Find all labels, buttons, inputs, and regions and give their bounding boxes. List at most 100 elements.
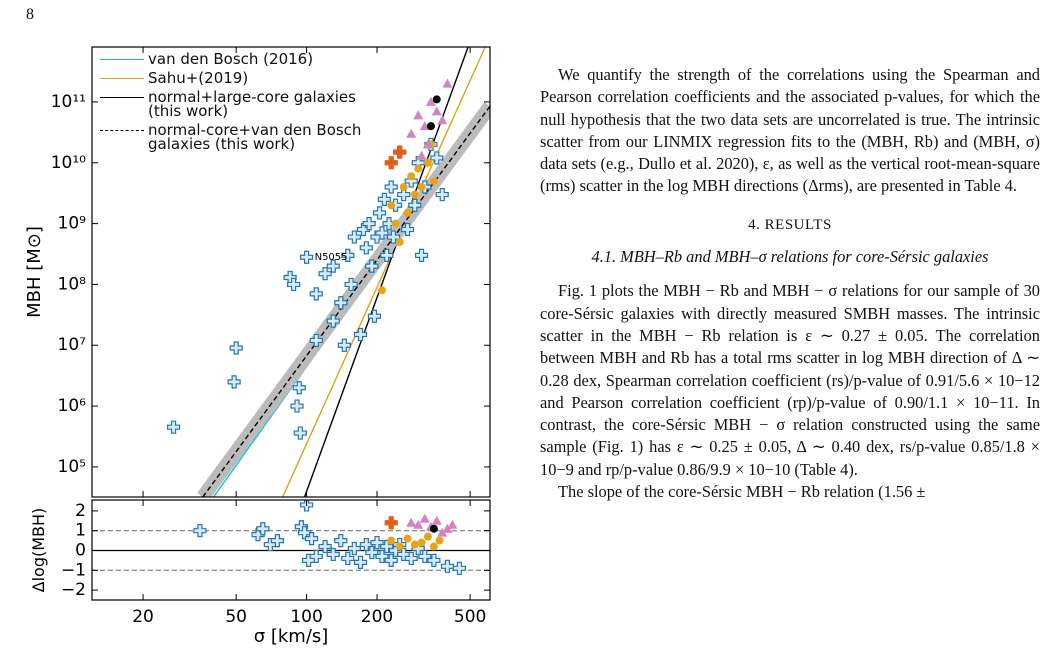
data-point	[166, 420, 181, 434]
data-point	[404, 551, 418, 566]
legend-label: Sahu+(2019)	[148, 69, 249, 87]
y-tick-label: 10⁶	[58, 396, 87, 416]
legend-entry: Sahu+(2019)	[100, 69, 361, 87]
subsection-heading: 4.1. MBH–Rb and MBH–σ relations for core…	[591, 247, 989, 267]
data-point	[304, 532, 319, 546]
plot-area	[166, 47, 490, 497]
data-point	[419, 121, 430, 131]
data-point	[395, 542, 404, 551]
y-tick-label: 10⁸	[58, 274, 87, 294]
data-point	[426, 122, 435, 131]
legend-swatch	[100, 78, 144, 79]
data-point	[334, 533, 348, 548]
legend: van den Bosch (2016) Sahu+(2019) normal+la…	[100, 52, 361, 156]
data-point	[309, 333, 323, 348]
data-point	[403, 208, 412, 217]
data-point	[380, 248, 394, 262]
data-point	[410, 190, 419, 199]
y-tick-label: 2	[75, 501, 86, 521]
data-point	[353, 327, 368, 342]
data-point	[384, 516, 398, 530]
data-point	[442, 523, 453, 533]
data-point	[427, 553, 441, 567]
data-point	[406, 128, 417, 138]
data-point	[395, 237, 404, 246]
data-point	[270, 533, 284, 548]
data-point	[375, 549, 389, 564]
x-axis-label: σ [km/s]	[254, 626, 329, 647]
data-point	[341, 551, 355, 566]
axes-frame	[91, 499, 491, 601]
data-point	[432, 95, 441, 104]
data-point	[347, 541, 361, 556]
y-tick-label: 1	[75, 521, 86, 541]
x-tick-label: 200	[361, 607, 393, 627]
data-point	[419, 513, 430, 523]
data-point	[417, 182, 426, 191]
data-point	[414, 164, 423, 173]
data-point	[429, 177, 438, 186]
data-point	[326, 314, 340, 328]
data-point	[344, 277, 358, 292]
data-point	[413, 519, 424, 529]
legend-label: van den Bosch (2016)	[148, 50, 314, 68]
data-point	[380, 539, 394, 554]
data-point	[229, 341, 243, 355]
data-point	[435, 187, 449, 202]
data-point	[290, 399, 304, 413]
data-point	[414, 248, 429, 262]
data-point	[417, 538, 426, 547]
annotation: N5055	[315, 252, 348, 263]
legend-swatch	[100, 130, 144, 131]
data-point	[309, 287, 323, 301]
data-point	[287, 277, 301, 292]
data-point	[403, 534, 412, 543]
data-point	[423, 532, 432, 541]
plot-area	[92, 500, 490, 575]
data-point	[375, 226, 389, 240]
data-point	[359, 241, 373, 255]
data-point	[337, 338, 351, 352]
data-point	[437, 527, 448, 537]
data-point	[384, 180, 398, 194]
data-point	[413, 110, 424, 120]
data-point	[334, 296, 348, 310]
data-point	[408, 198, 422, 212]
y-tick-label: −1	[61, 560, 86, 580]
data-point	[430, 151, 444, 165]
data-point	[447, 519, 458, 529]
data-point	[367, 309, 382, 323]
paragraph: We quantify the strength of the correlat…	[540, 65, 1040, 196]
data-point	[416, 150, 427, 160]
data-point	[309, 549, 323, 564]
data-point	[372, 206, 387, 220]
data-point	[423, 158, 432, 167]
data-point	[356, 222, 371, 237]
x-tick-label: 50	[225, 607, 247, 627]
data-point	[425, 96, 436, 106]
data-point	[437, 115, 448, 125]
data-point	[256, 522, 270, 536]
data-point	[386, 230, 401, 244]
data-point	[442, 78, 453, 88]
data-point	[384, 156, 398, 170]
data-point	[431, 515, 442, 525]
data-point	[429, 524, 438, 533]
legend-entry: normal-core+van den Bosch galaxies (this…	[100, 123, 361, 152]
data-point	[353, 555, 368, 569]
data-point	[452, 561, 467, 575]
data-point	[365, 259, 379, 273]
data-point	[397, 187, 411, 202]
data-point	[431, 106, 442, 116]
page-number: 8	[26, 6, 34, 23]
y-tick-label: 10¹¹	[51, 92, 86, 112]
x-tick-label: 20	[132, 607, 154, 627]
data-point	[407, 172, 416, 181]
y-axis-label: MBH [M⊙]	[24, 226, 45, 318]
y-tick-label: −2	[61, 580, 86, 600]
data-point	[365, 545, 379, 560]
data-point	[400, 222, 415, 237]
data-point	[422, 139, 433, 149]
y-tick-label: 0	[75, 540, 86, 560]
